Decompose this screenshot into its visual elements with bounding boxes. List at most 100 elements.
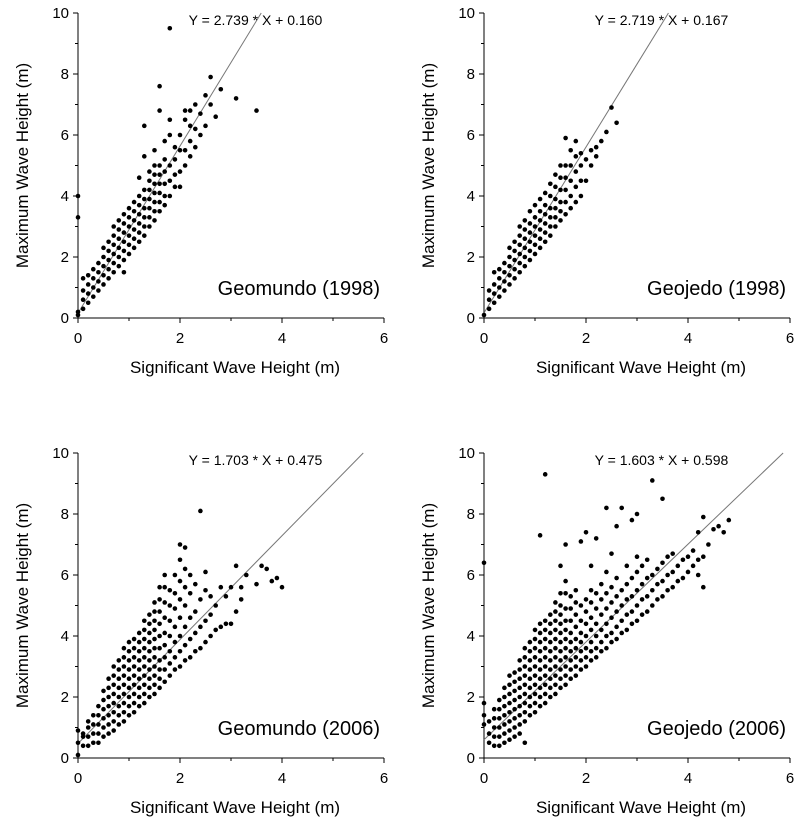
data-point (537, 236, 543, 241)
data-point (157, 685, 162, 691)
data-point (619, 603, 624, 608)
data-point (502, 713, 507, 718)
data-point (558, 612, 563, 617)
data-point (660, 496, 665, 502)
data-point (233, 563, 239, 569)
data-point (85, 719, 91, 724)
data-point (573, 199, 579, 205)
data-point (609, 105, 614, 110)
data-point (182, 163, 188, 168)
data-point (563, 673, 568, 678)
data-point (507, 245, 512, 251)
y-tick-label: 6 (61, 567, 69, 584)
data-point (198, 111, 203, 116)
data-point (91, 731, 96, 736)
data-point (101, 734, 106, 739)
y-tick-label: 4 (61, 628, 69, 645)
data-point (157, 108, 162, 113)
data-point (167, 193, 173, 199)
data-point (187, 138, 193, 144)
data-point (517, 676, 522, 681)
data-point (578, 193, 584, 199)
data-point (537, 208, 543, 214)
data-point (512, 679, 517, 685)
data-point (481, 722, 487, 727)
data-point (136, 230, 142, 235)
data-point (680, 557, 686, 563)
data-point (593, 645, 599, 651)
data-point (558, 199, 563, 205)
data-point (177, 664, 183, 669)
data-point (563, 212, 568, 217)
data-point (614, 575, 619, 581)
data-point (279, 584, 285, 590)
data-point (563, 636, 568, 642)
data-point (106, 685, 111, 691)
data-point (121, 709, 127, 715)
data-point (238, 597, 244, 602)
data-point (85, 725, 91, 730)
chart-panel-2: 0 2 4 6 0 2 4 6 8 10 Y = 2.719 * X + 0.167 Geojedo … (419, 5, 794, 377)
data-point (203, 587, 208, 593)
data-point (131, 709, 137, 715)
data-point (75, 215, 81, 220)
data-point (172, 157, 178, 162)
data-point (609, 584, 614, 590)
x-axis-title: Significant Wave Height (m) (536, 358, 746, 377)
data-point (187, 591, 193, 596)
data-point (177, 578, 183, 584)
data-point (670, 551, 675, 556)
data-point (111, 728, 116, 733)
data-point (111, 233, 116, 238)
data-point (650, 587, 655, 593)
y-tick-label: 4 (467, 628, 475, 645)
data-point (136, 212, 142, 217)
data-point (507, 709, 512, 715)
data-point (497, 276, 502, 281)
data-point (177, 169, 183, 174)
data-point (106, 731, 111, 736)
regression-equation: Y = 1.703 * X + 0.475 (189, 452, 323, 468)
y-tick-label: 0 (467, 750, 475, 767)
data-point (121, 212, 127, 217)
data-point (497, 734, 502, 739)
data-point (548, 658, 553, 663)
data-point (142, 627, 147, 633)
data-point (512, 725, 517, 730)
x-axis-title: Significant Wave Height (m) (130, 798, 340, 817)
data-point (152, 645, 157, 651)
data-point (665, 554, 670, 559)
data-point (553, 618, 558, 624)
data-point (85, 282, 91, 287)
data-point (553, 184, 558, 190)
data-point (142, 673, 147, 678)
scatter-points (481, 105, 619, 318)
data-point (486, 719, 492, 724)
data-point (502, 722, 507, 727)
data-point (172, 144, 178, 150)
data-point (563, 618, 568, 624)
data-point (85, 273, 91, 278)
data-point (558, 648, 563, 654)
data-point (568, 658, 573, 663)
data-point (491, 725, 497, 730)
data-point (563, 627, 568, 633)
data-point (142, 187, 147, 193)
data-point (136, 175, 142, 180)
data-point (126, 703, 132, 709)
data-point (573, 138, 579, 144)
data-point (593, 536, 599, 541)
data-point (157, 633, 162, 639)
data-point (152, 600, 157, 605)
data-point (116, 245, 122, 251)
data-point (588, 163, 594, 168)
data-point (85, 300, 91, 306)
data-point (629, 609, 635, 614)
data-point (614, 624, 619, 630)
data-point (619, 587, 624, 593)
data-point (542, 700, 548, 706)
data-point (152, 691, 157, 697)
data-point (486, 740, 492, 746)
data-point (558, 591, 563, 596)
data-point (172, 667, 178, 672)
